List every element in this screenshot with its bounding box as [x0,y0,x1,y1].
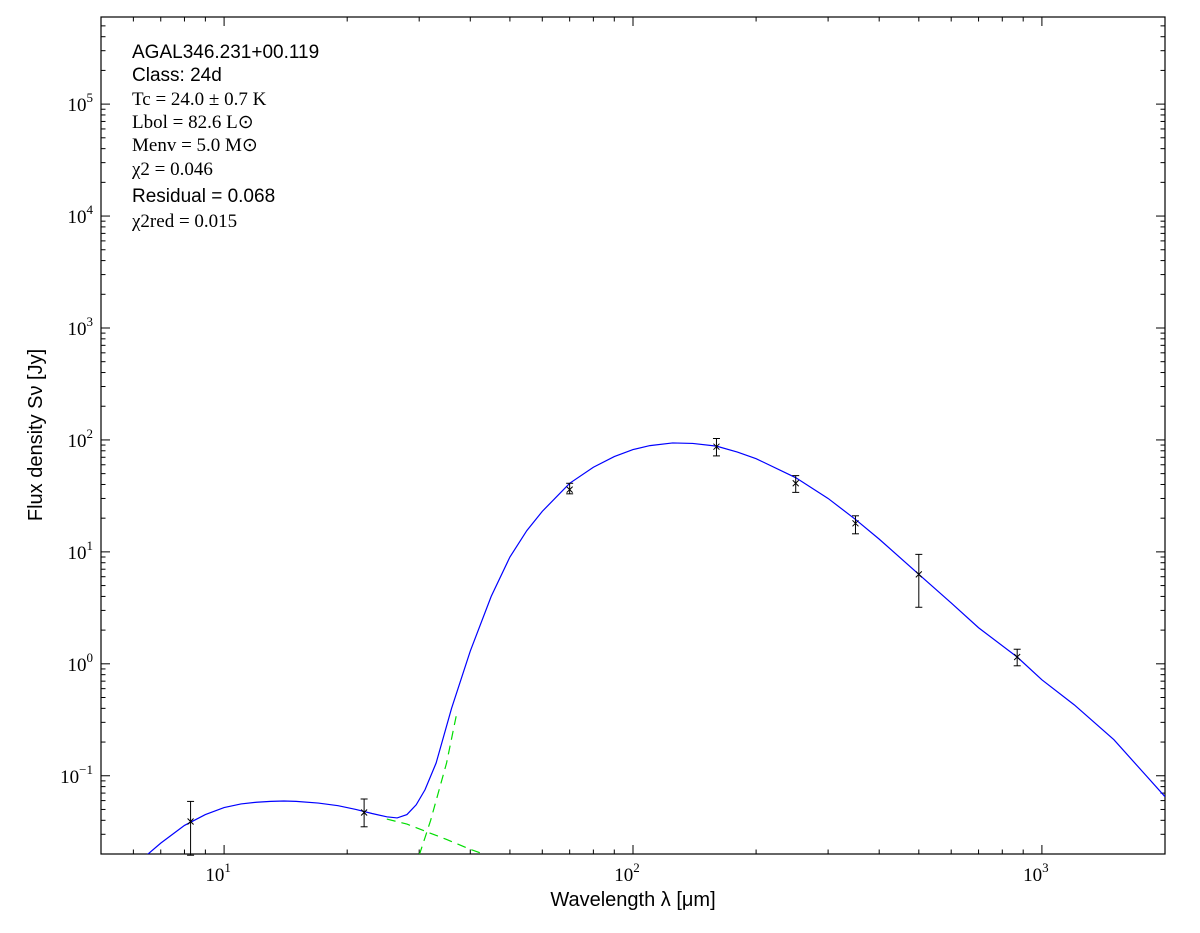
y-tick-label: 105 [68,90,94,116]
data-points [187,437,1021,856]
axis-ticks [100,16,1166,855]
model-curves [147,442,1165,854]
point-marker [915,570,923,578]
y-axis-label: Flux density Sν [Jy] [25,349,47,521]
y-tick-label: 10−1 [60,762,93,788]
data-point [712,437,720,457]
point-marker [187,818,194,825]
component-curve-dashed [386,818,486,854]
annotation-line: χ2red = 0.015 [131,211,237,232]
x-tick-label: 103 [1023,860,1049,886]
data-point [915,553,923,608]
x-axis-label: Wavelength λ [μm] [550,889,715,911]
point-marker [792,479,800,487]
y-tick-label: 103 [68,314,94,340]
point-marker [713,443,720,451]
model-fit-curve [147,442,1165,854]
y-tick-label: 102 [68,426,94,452]
point-marker [360,809,368,816]
x-tick-label: 101 [205,860,231,886]
point-marker [852,519,859,527]
annotation-line: Tc = 24.0 ± 0.7 K [132,89,267,110]
y-tick-label: 100 [68,650,94,676]
point-marker [566,486,574,493]
y-tick-label: 101 [68,538,94,564]
axis-tick-labels: 101 102 103 10−1 100 101 102 103 104 105 [60,90,1049,886]
annotation-line: Class: 24d [132,65,222,86]
annotation-line: Lbol = 82.6 L⊙ [132,112,254,133]
plot-area-border [100,16,1166,855]
data-point [187,800,195,856]
plot-frame [100,16,1166,855]
point-marker [1013,653,1021,661]
annotation-line: χ2 = 0.046 [131,159,213,180]
annotation-line: Menv = 5.0 M⊙ [132,135,258,156]
data-point [851,515,859,535]
data-point [1013,648,1021,667]
annotation-line: Residual = 0.068 [132,186,275,207]
annotation-line: AGAL346.231+00.119 [132,42,319,63]
component-curve-dashed [418,714,458,854]
data-point [566,482,574,495]
data-point [360,798,368,828]
data-point [792,475,800,493]
y-tick-label: 104 [68,202,94,228]
x-tick-label: 102 [614,860,640,886]
